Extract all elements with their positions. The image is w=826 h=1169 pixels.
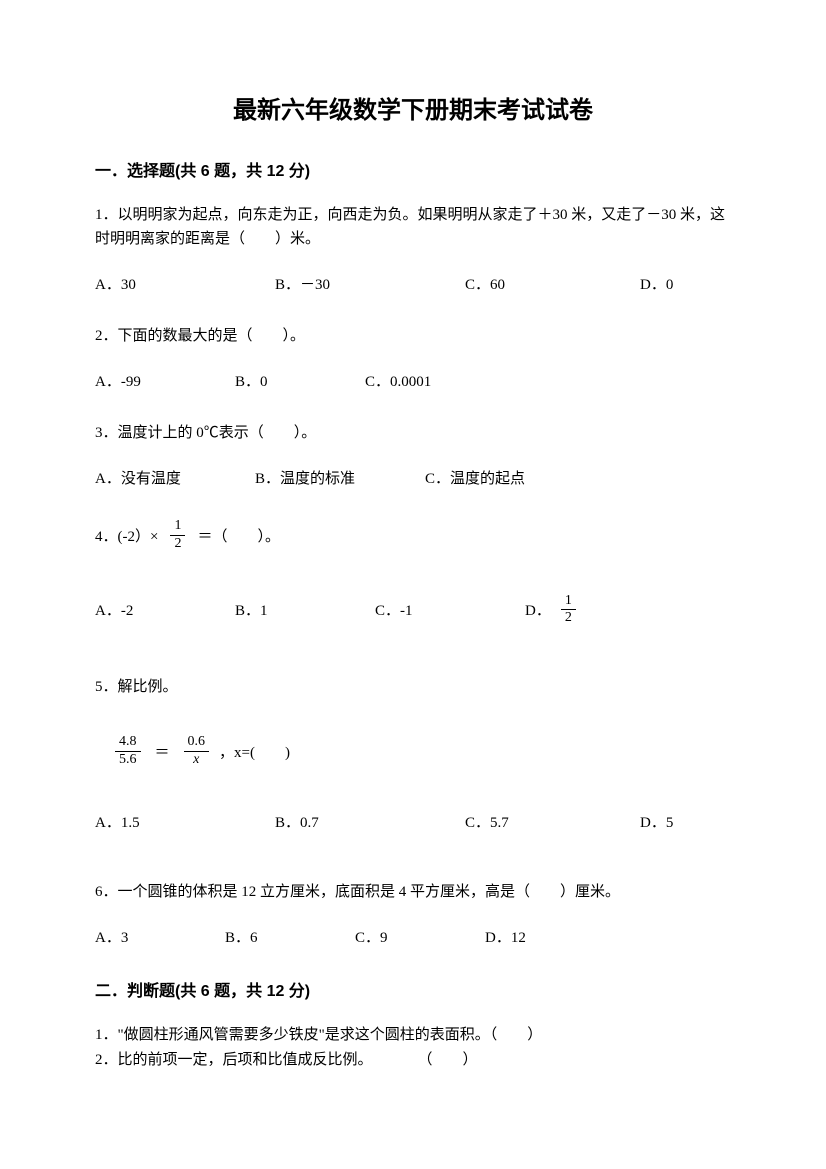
q5-option-c: C．5.7	[465, 811, 640, 832]
q4-options: A．-2 B．1 C．-1 D． 1 2	[95, 593, 731, 628]
q4-option-d: D． 1 2	[525, 593, 578, 628]
q6-option-a: A．3	[95, 926, 225, 947]
q3-option-b: B．温度的标准	[255, 467, 425, 488]
q3-text: 3．温度计上的 0℃表示（ ）。	[95, 421, 731, 445]
q5-equation: 4.8 5.6 ＝ 0.6 x ，x=( )	[113, 734, 731, 769]
q4-option-d-prefix: D．	[525, 599, 551, 620]
q2-option-c: C．0.0001	[365, 370, 431, 391]
q5-frac1-den: 5.6	[115, 752, 141, 769]
q1-options: A．30 B．－30 C．60 D．0	[95, 273, 731, 294]
q1-option-b: B．－30	[275, 273, 465, 294]
q5-frac1: 4.8 5.6	[115, 734, 141, 769]
q5-frac2-num: 0.6	[184, 734, 210, 752]
q4-prefix: 4．(-2）×	[95, 525, 158, 546]
q4-d-num: 1	[561, 593, 576, 611]
q3-option-a: A．没有温度	[95, 467, 255, 488]
q5-text: 5．解比例。	[95, 675, 731, 696]
section1-header: 一．选择题(共 6 题，共 12 分)	[95, 157, 731, 181]
q4-frac-num: 1	[170, 518, 185, 536]
q4-option-d-fraction: 1 2	[561, 593, 576, 628]
q1-option-c: C．60	[465, 273, 640, 294]
q6-option-b: B．6	[225, 926, 355, 947]
q5-frac2-den: x	[184, 752, 210, 769]
page-title: 最新六年级数学下册期末考试试卷	[95, 90, 731, 125]
q6-options: A．3 B．6 C．9 D．12	[95, 926, 731, 947]
q3-option-c: C．温度的起点	[425, 467, 525, 488]
q5-suffix: ，x=( )	[219, 741, 290, 762]
q2-text: 2．下面的数最大的是（ ）。	[95, 324, 731, 348]
q3-options: A．没有温度 B．温度的标准 C．温度的起点	[95, 467, 731, 488]
q1-option-d: D．0	[640, 273, 673, 294]
section2-header: 二．判断题(共 6 题，共 12 分)	[95, 977, 731, 1001]
q6-option-d: D．12	[485, 926, 526, 947]
q4-option-a: A．-2	[95, 599, 235, 620]
q4-option-b: B．1	[235, 599, 375, 620]
q2-option-b: B．0	[235, 370, 365, 391]
q4-option-c: C．-1	[375, 599, 525, 620]
q5-option-b: B．0.7	[275, 811, 465, 832]
q2-option-a: A．-99	[95, 370, 235, 391]
q4-suffix: ＝（ ）。	[197, 525, 280, 546]
judge-list: 1．"做圆柱形通风管需要多少铁皮"是求这个圆柱的表面积。（ ） 2．比的前项一定…	[95, 1023, 731, 1074]
q5-options: A．1.5 B．0.7 C．5.7 D．5	[95, 811, 731, 832]
judge-q2: 2．比的前项一定，后项和比值成反比例。 （ ）	[95, 1048, 731, 1074]
q5-frac1-num: 4.8	[115, 734, 141, 752]
equals-sign: ＝	[155, 741, 170, 762]
q5-option-a: A．1.5	[95, 811, 275, 832]
judge-q1: 1．"做圆柱形通风管需要多少铁皮"是求这个圆柱的表面积。（ ）	[95, 1023, 731, 1049]
q2-options: A．-99 B．0 C．0.0001	[95, 370, 731, 391]
q4-text: 4．(-2）× 1 2 ＝（ ）。	[95, 518, 731, 553]
q5-option-d: D．5	[640, 811, 673, 832]
q5-frac2: 0.6 x	[184, 734, 210, 769]
q6-text: 6．一个圆锥的体积是 12 立方厘米，底面积是 4 平方厘米，高是（ ）厘米。	[95, 880, 731, 904]
q1-text: 1．以明明家为起点，向东走为正，向西走为负。如果明明从家走了＋30 米，又走了－…	[95, 203, 731, 251]
q4-frac-den: 2	[170, 536, 185, 553]
q1-option-a: A．30	[95, 273, 275, 294]
q6-option-c: C．9	[355, 926, 485, 947]
q4-fraction: 1 2	[170, 518, 185, 553]
q4-d-den: 2	[561, 610, 576, 627]
